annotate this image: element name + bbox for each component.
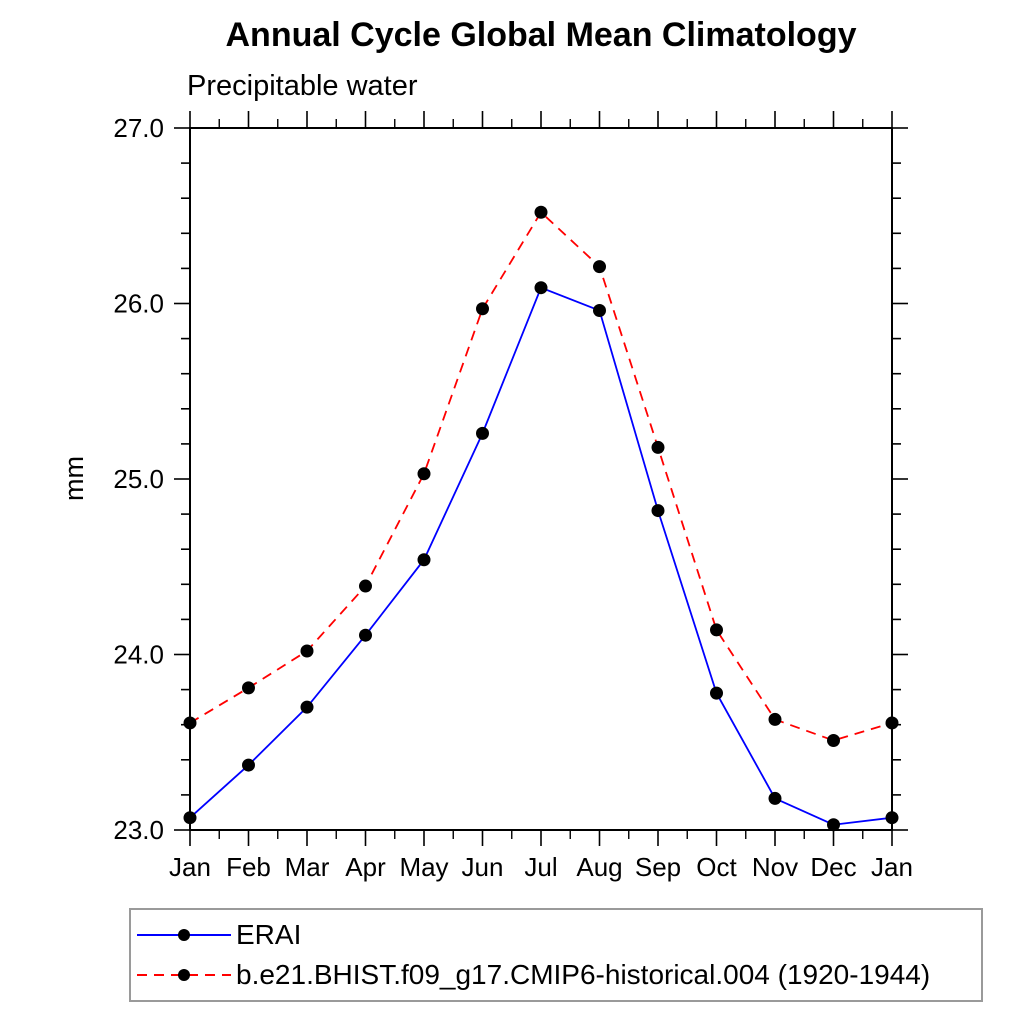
data-point-marker xyxy=(183,716,197,730)
x-tick-label: Jun xyxy=(462,852,504,882)
y-tick-label: 25.0 xyxy=(113,464,164,494)
series-erai xyxy=(183,281,899,832)
data-point-marker xyxy=(359,628,372,642)
legend-label: b.e21.BHIST.f09_g17.CMIP6-historical.004… xyxy=(236,959,931,990)
data-point-marker xyxy=(593,304,606,318)
data-point-marker xyxy=(417,467,431,481)
x-tick-label: Jan xyxy=(871,852,913,882)
data-point-marker xyxy=(651,440,665,454)
data-point-marker xyxy=(827,818,840,832)
series-model xyxy=(183,205,899,747)
data-point-marker xyxy=(827,733,840,747)
legend-line-sample xyxy=(137,929,231,941)
x-axis-ticks: Jan Feb Mar Apr May Jun Jul Aug Sep Oct Nov Dec Jan xyxy=(169,111,913,882)
data-point-marker xyxy=(242,758,255,772)
chart-subtitle: Precipitable water xyxy=(187,70,418,102)
data-point-marker xyxy=(534,205,548,219)
x-tick-label: Oct xyxy=(696,852,737,882)
data-point-marker xyxy=(593,260,606,274)
data-point-marker xyxy=(417,553,431,567)
legend-line-sample xyxy=(137,969,231,981)
x-tick-label: Jan xyxy=(169,852,211,882)
x-tick-label: Aug xyxy=(576,852,622,882)
data-point-marker xyxy=(300,700,314,714)
y-axis-ticks: 23.0 24.0 25.0 26.0 27.0 xyxy=(113,113,908,845)
data-point-marker xyxy=(651,504,665,518)
data-point-marker xyxy=(710,686,723,700)
x-tick-label: Dec xyxy=(810,852,856,882)
legend-label: ERAI xyxy=(236,919,302,950)
x-tick-label: Feb xyxy=(226,852,271,882)
data-point-marker xyxy=(885,811,899,825)
data-point-marker xyxy=(768,791,782,805)
y-tick-label: 23.0 xyxy=(113,815,164,845)
data-point-marker xyxy=(476,302,489,316)
data-point-marker xyxy=(710,623,723,637)
data-point-marker xyxy=(885,716,899,730)
legend-item-erai: ERAI xyxy=(134,915,981,955)
y-tick-label: 27.0 xyxy=(113,113,164,143)
x-tick-label: Sep xyxy=(635,852,681,882)
data-point-marker xyxy=(768,712,782,726)
x-tick-label: Mar xyxy=(285,852,330,882)
data-point-marker xyxy=(300,644,314,658)
plot-box xyxy=(189,127,893,831)
series-line xyxy=(189,286,893,826)
y-tick-label: 26.0 xyxy=(113,289,164,319)
x-tick-label: Nov xyxy=(752,852,798,882)
data-point-marker xyxy=(534,281,548,295)
chart-title: Annual Cycle Global Mean Climatology xyxy=(225,16,857,54)
x-tick-label: Jul xyxy=(524,852,557,882)
data-point-marker xyxy=(242,681,255,695)
data-point-marker xyxy=(476,426,489,440)
legend-item-model: b.e21.BHIST.f09_g17.CMIP6-historical.004… xyxy=(134,955,981,995)
legend: ERAI b.e21.BHIST.f09_g17.CMIP6-historical… xyxy=(129,908,983,1002)
x-tick-label: Apr xyxy=(345,852,386,882)
data-point-marker xyxy=(183,811,197,825)
data-point-marker xyxy=(359,579,372,593)
x-tick-label: May xyxy=(399,852,448,882)
y-tick-label: 24.0 xyxy=(113,640,164,670)
